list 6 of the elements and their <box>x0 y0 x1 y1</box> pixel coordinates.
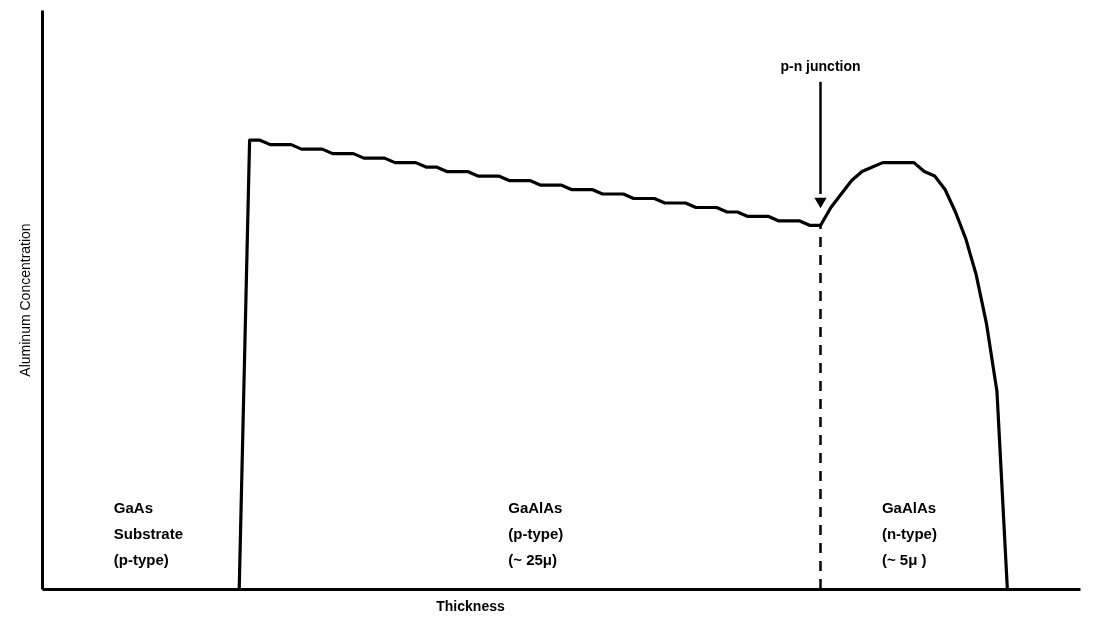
y-axis-title: Aluminum Concentration <box>16 223 33 377</box>
annotation: GaAlAs (n-type) (~ 5μ ) <box>881 499 937 569</box>
annotation: GaAlAs (p-type) (~ 25μ) <box>508 499 564 569</box>
annotation: GaAs Substrate (p-type) <box>113 499 183 569</box>
text: p-n junction <box>780 57 861 74</box>
x-axis-title: Thickness <box>436 597 505 614</box>
